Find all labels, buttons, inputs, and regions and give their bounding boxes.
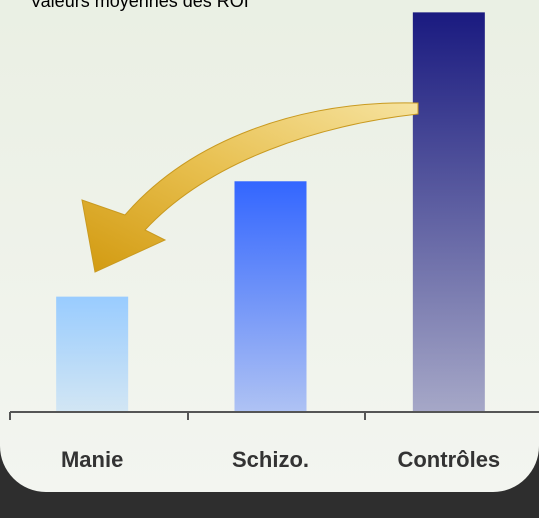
bar — [412, 12, 485, 413]
bar — [234, 181, 307, 412]
chart-title: Valeurs moyennes des ROI — [30, 0, 249, 11]
arrow — [81, 102, 419, 273]
x-tick-label: Contrôles — [397, 447, 500, 472]
x-tick-label: Manie — [61, 447, 123, 472]
x-tick-label: Schizo. — [232, 447, 309, 472]
bar — [56, 296, 129, 412]
